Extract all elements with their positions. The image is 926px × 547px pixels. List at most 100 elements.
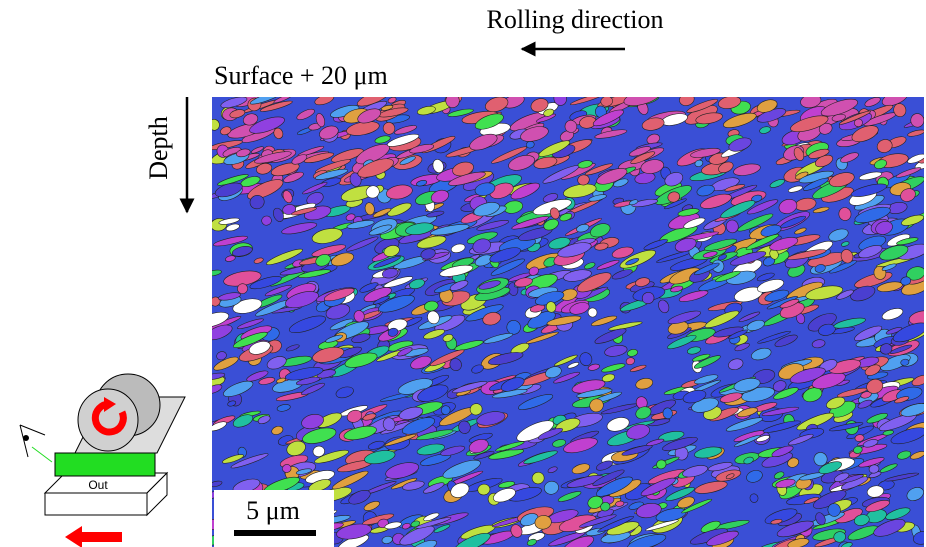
grain: [387, 202, 412, 217]
grain: [367, 440, 385, 450]
grain: [248, 341, 271, 355]
grain: [840, 241, 850, 247]
grain: [656, 459, 667, 470]
grain: [840, 152, 859, 163]
grain: [227, 400, 237, 407]
grain: [473, 451, 495, 460]
grain: [273, 127, 284, 139]
grain: [291, 154, 308, 165]
grain: [878, 413, 917, 432]
grain: [359, 282, 379, 293]
grain: [885, 327, 903, 335]
grain: [433, 524, 451, 533]
grain: [446, 470, 484, 487]
grain: [483, 333, 514, 344]
grain: [543, 108, 555, 117]
grain: [733, 163, 761, 176]
grain: [829, 172, 855, 188]
grain: [679, 97, 695, 106]
grain: [811, 339, 826, 349]
grain: [621, 444, 653, 456]
grain: [447, 108, 474, 117]
grain: [212, 384, 223, 394]
grain: [231, 246, 253, 257]
grain: [858, 171, 882, 181]
grain: [382, 122, 396, 135]
grain: [879, 245, 909, 261]
grain: [838, 207, 852, 221]
grain: [344, 352, 378, 368]
grain: [584, 262, 596, 270]
grain: [725, 219, 739, 234]
grain: [213, 235, 248, 247]
grain: [775, 478, 796, 488]
grain: [841, 542, 853, 547]
grain: [382, 417, 396, 431]
grain: [746, 470, 763, 483]
grain: [759, 126, 771, 134]
grain: [346, 220, 375, 229]
grain: [417, 384, 449, 402]
grain: [213, 356, 239, 371]
grain: [557, 491, 582, 502]
grain: [429, 349, 465, 367]
grain: [873, 519, 906, 537]
grain: [331, 252, 354, 267]
grain: [218, 217, 240, 225]
grain: [611, 269, 633, 280]
grain: [284, 367, 324, 381]
grain: [212, 480, 223, 488]
grain: [468, 439, 489, 454]
grain: [694, 159, 704, 167]
grain: [286, 440, 306, 456]
grain: [894, 396, 910, 404]
grain: [545, 366, 562, 379]
grain: [640, 477, 676, 497]
eye-icon: [19, 424, 46, 458]
grain: [682, 389, 707, 404]
grain: [601, 373, 615, 383]
grain: [426, 210, 445, 218]
grain: [553, 97, 567, 106]
grain: [746, 319, 765, 331]
grain: [559, 130, 574, 142]
grain: [302, 182, 328, 195]
grain: [896, 237, 919, 246]
grain: [449, 280, 469, 291]
grain: [562, 535, 594, 547]
grain: [613, 178, 629, 188]
grain: [755, 435, 770, 442]
grain: [385, 462, 419, 479]
grain: [543, 218, 559, 231]
grain: [453, 532, 491, 547]
grain: [473, 202, 500, 217]
grain: [368, 224, 393, 236]
grain: [854, 434, 865, 442]
grain: [423, 329, 445, 340]
grain: [564, 120, 578, 133]
grain: [906, 266, 924, 281]
grain: [836, 289, 854, 300]
grain: [335, 386, 354, 399]
grain: [606, 417, 630, 432]
grain: [469, 403, 483, 416]
grain: [563, 437, 598, 454]
grain: [853, 514, 870, 526]
grain: [802, 177, 829, 191]
grain: [594, 242, 609, 251]
grain: [858, 245, 883, 259]
grain: [589, 398, 604, 413]
grain: [312, 445, 325, 457]
grain: [866, 412, 888, 424]
grain: [529, 304, 546, 313]
grain: [474, 182, 496, 197]
grain: [384, 433, 417, 447]
grain: [510, 524, 523, 538]
grain: [631, 198, 659, 208]
grain: [723, 112, 757, 128]
grain: [495, 441, 525, 452]
grain: [611, 246, 634, 259]
grain: [478, 280, 501, 290]
grain: [373, 295, 390, 305]
